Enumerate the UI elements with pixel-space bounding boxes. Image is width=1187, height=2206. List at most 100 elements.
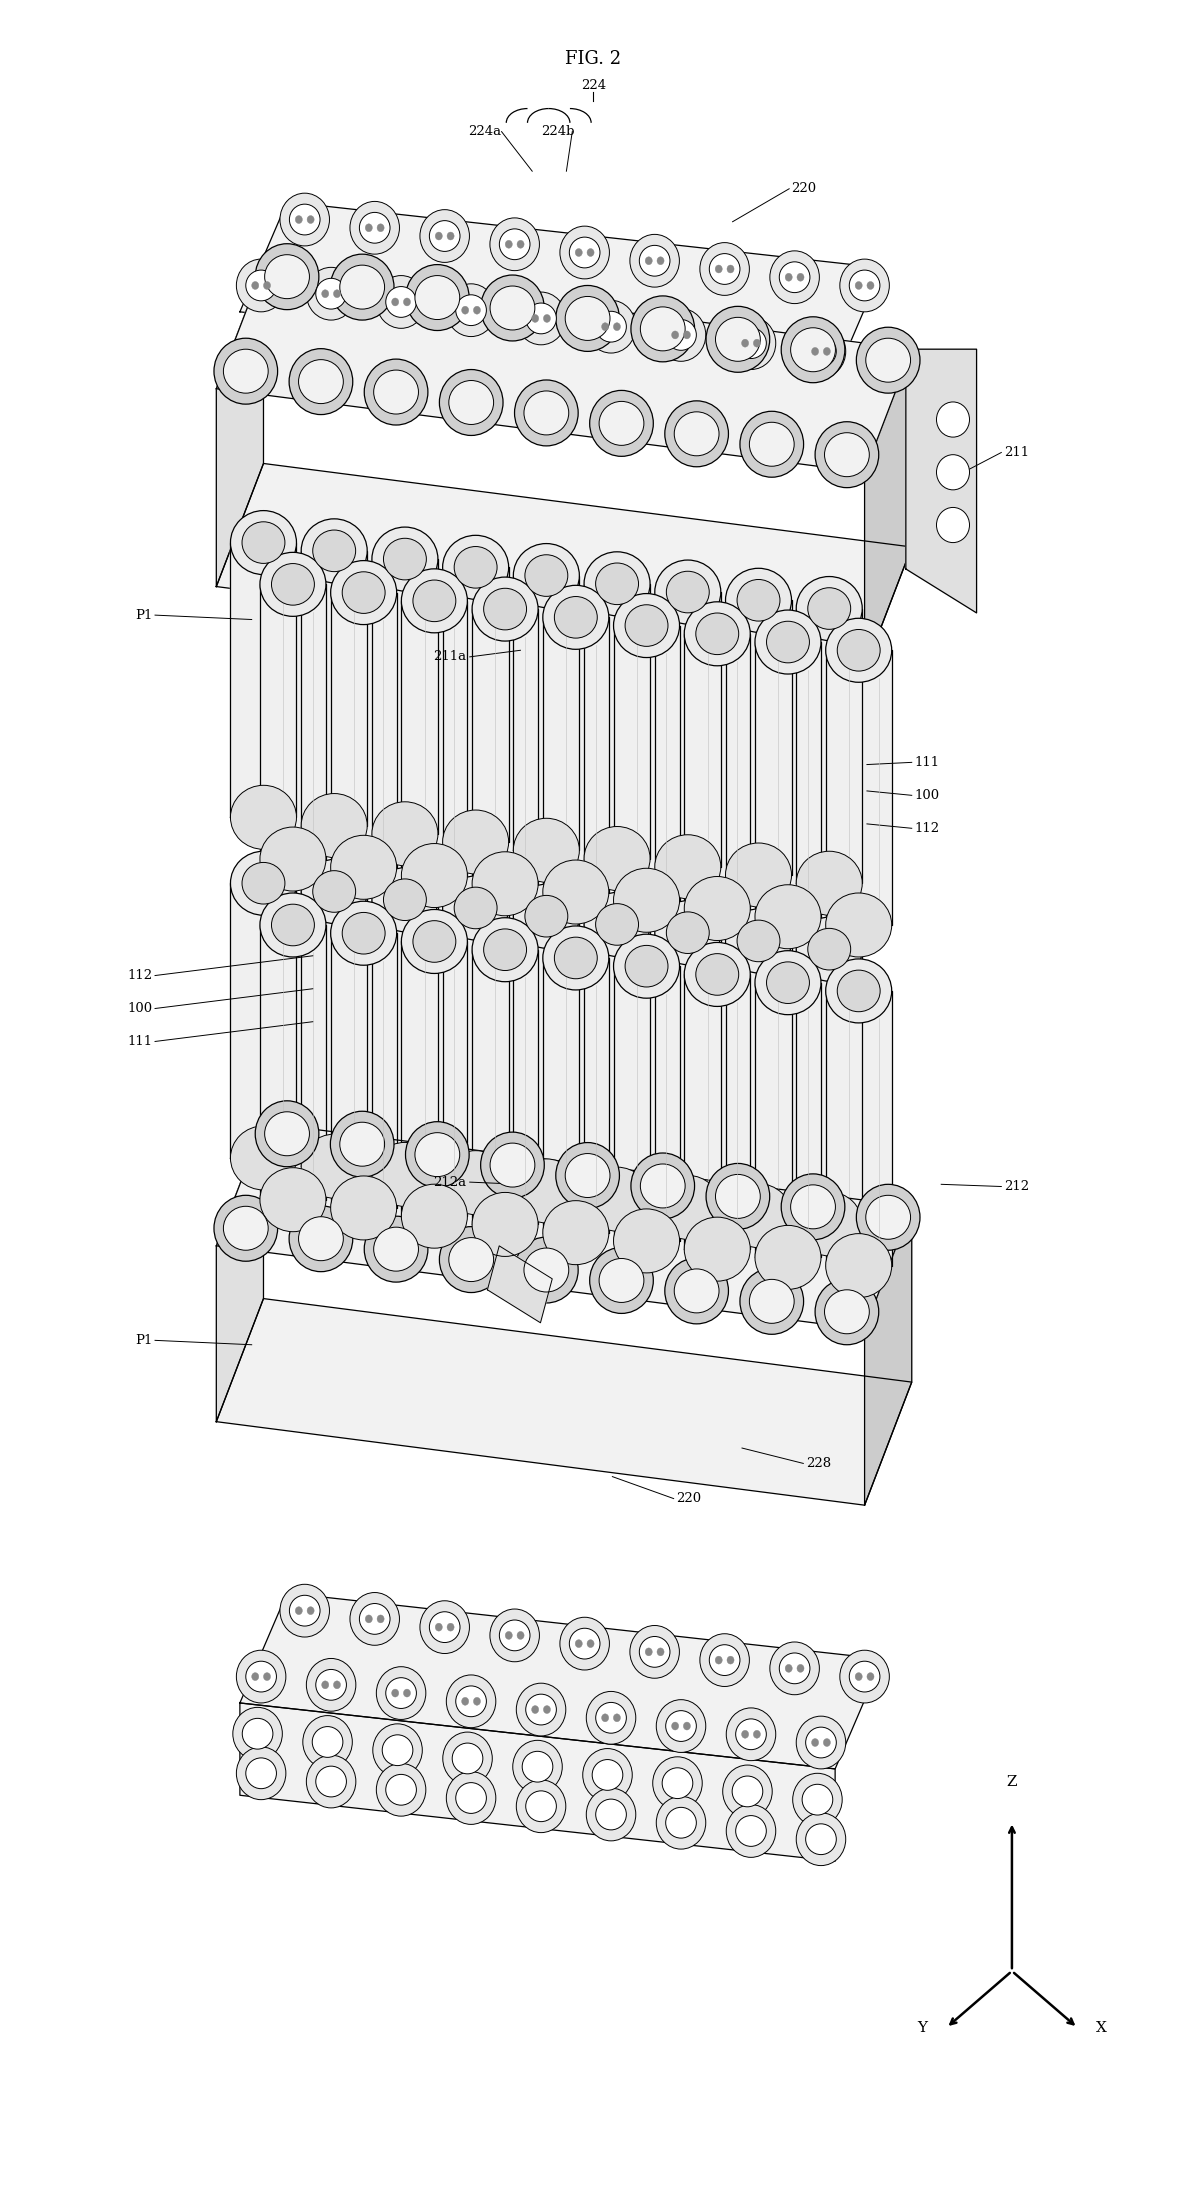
Ellipse shape [443, 876, 509, 940]
Polygon shape [513, 576, 579, 849]
Ellipse shape [299, 360, 343, 404]
Polygon shape [584, 924, 650, 1200]
Ellipse shape [364, 360, 427, 426]
Polygon shape [725, 600, 792, 876]
Ellipse shape [516, 291, 566, 344]
Ellipse shape [755, 1224, 821, 1288]
Ellipse shape [436, 232, 443, 240]
Ellipse shape [296, 216, 303, 223]
Ellipse shape [260, 552, 326, 615]
Ellipse shape [599, 401, 643, 446]
Polygon shape [796, 949, 862, 1224]
Ellipse shape [542, 860, 609, 924]
Ellipse shape [706, 307, 769, 373]
Ellipse shape [796, 324, 845, 377]
Ellipse shape [710, 254, 740, 285]
Polygon shape [614, 966, 679, 1242]
Text: 212a: 212a [433, 1176, 466, 1189]
Ellipse shape [640, 245, 669, 276]
Ellipse shape [796, 852, 862, 915]
Ellipse shape [742, 340, 749, 346]
Polygon shape [826, 990, 891, 1266]
Ellipse shape [443, 1152, 509, 1216]
Ellipse shape [770, 251, 819, 304]
Ellipse shape [312, 871, 356, 913]
Ellipse shape [306, 1756, 356, 1809]
Ellipse shape [331, 836, 396, 900]
Ellipse shape [710, 1646, 740, 1677]
Ellipse shape [316, 1767, 347, 1798]
Ellipse shape [372, 1143, 438, 1207]
Ellipse shape [674, 413, 719, 457]
Ellipse shape [655, 834, 721, 898]
Ellipse shape [855, 1672, 862, 1681]
Ellipse shape [436, 1624, 443, 1630]
Ellipse shape [455, 547, 497, 589]
Ellipse shape [392, 298, 399, 307]
Polygon shape [240, 203, 882, 377]
Ellipse shape [586, 1692, 636, 1745]
Ellipse shape [602, 1714, 609, 1721]
Ellipse shape [596, 311, 627, 342]
Polygon shape [260, 924, 326, 1200]
Polygon shape [488, 1246, 552, 1324]
Ellipse shape [736, 1718, 767, 1749]
Ellipse shape [780, 263, 810, 293]
Ellipse shape [556, 1143, 620, 1209]
Ellipse shape [840, 1650, 889, 1703]
Polygon shape [372, 558, 438, 834]
Polygon shape [216, 265, 264, 587]
Ellipse shape [867, 1672, 874, 1681]
Ellipse shape [372, 867, 438, 931]
Ellipse shape [401, 1185, 468, 1249]
Ellipse shape [808, 587, 851, 629]
Ellipse shape [665, 401, 729, 468]
Ellipse shape [655, 560, 721, 624]
Ellipse shape [666, 571, 710, 613]
Ellipse shape [684, 602, 750, 666]
Ellipse shape [456, 296, 487, 326]
Ellipse shape [301, 518, 367, 582]
Ellipse shape [472, 578, 538, 642]
Ellipse shape [653, 1756, 703, 1809]
Ellipse shape [452, 1743, 483, 1774]
Ellipse shape [525, 896, 567, 938]
Polygon shape [240, 1703, 836, 1862]
Ellipse shape [322, 1681, 329, 1690]
Ellipse shape [462, 307, 469, 313]
Ellipse shape [630, 234, 679, 287]
Ellipse shape [785, 274, 792, 280]
Ellipse shape [656, 1648, 664, 1657]
Ellipse shape [483, 929, 527, 971]
Polygon shape [472, 951, 538, 1224]
Ellipse shape [737, 580, 780, 622]
Polygon shape [513, 915, 579, 1191]
Polygon shape [260, 585, 326, 858]
Ellipse shape [662, 1767, 693, 1798]
Ellipse shape [865, 338, 910, 382]
Ellipse shape [755, 885, 821, 949]
Text: 224: 224 [580, 79, 607, 93]
Ellipse shape [377, 1615, 385, 1624]
Ellipse shape [236, 1650, 286, 1703]
Ellipse shape [796, 576, 862, 640]
Polygon shape [684, 633, 750, 909]
Ellipse shape [592, 1760, 623, 1791]
Ellipse shape [583, 1749, 633, 1802]
Ellipse shape [374, 371, 419, 415]
Ellipse shape [443, 536, 509, 600]
Ellipse shape [290, 205, 320, 234]
Ellipse shape [588, 249, 594, 256]
Ellipse shape [656, 1699, 706, 1752]
Ellipse shape [401, 569, 468, 633]
Ellipse shape [439, 1227, 503, 1293]
Ellipse shape [815, 421, 878, 488]
Ellipse shape [602, 322, 609, 331]
Ellipse shape [264, 1672, 271, 1681]
Ellipse shape [588, 1639, 594, 1648]
Ellipse shape [404, 298, 411, 307]
Ellipse shape [754, 340, 761, 346]
Ellipse shape [376, 276, 426, 329]
Ellipse shape [316, 1670, 347, 1701]
Ellipse shape [684, 942, 750, 1006]
